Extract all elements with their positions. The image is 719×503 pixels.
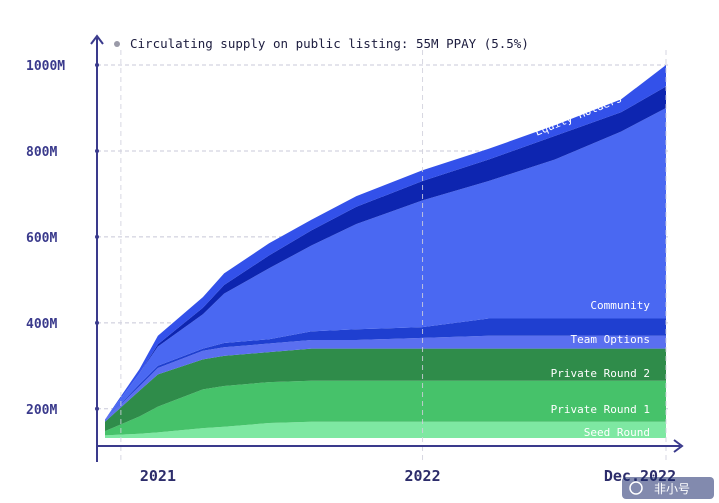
y-tick-mark-800m bbox=[95, 148, 99, 153]
area-layer bbox=[105, 65, 666, 438]
x-tick-label-2021: 2021 bbox=[140, 467, 176, 485]
y-tick-label-400m: 400M bbox=[26, 317, 57, 332]
watermark-badge bbox=[622, 477, 714, 499]
y-tick-mark-1000m bbox=[95, 63, 99, 67]
annotation-bullet-icon bbox=[114, 41, 120, 47]
watermark-text: 非小号 bbox=[654, 482, 690, 496]
area-team-options bbox=[105, 335, 666, 422]
y-tick-mark-600m bbox=[95, 234, 99, 239]
y-tick-label-600m: 600M bbox=[26, 231, 57, 246]
y-tick-label-800m: 800M bbox=[26, 145, 57, 160]
band-label-team-options: Team Options bbox=[571, 333, 650, 346]
y-tick-label-1000m: 1000M bbox=[26, 59, 65, 74]
watermark: 非小号 bbox=[622, 477, 714, 499]
axis-layer bbox=[90, 34, 684, 462]
y-tick-mark-200m bbox=[95, 406, 99, 411]
x-tick-label-2022: 2022 bbox=[404, 467, 440, 485]
band-label-community: Community bbox=[590, 299, 650, 312]
vertical-grid-layer bbox=[120, 50, 667, 462]
area-private-round-1 bbox=[105, 380, 666, 436]
annotation: Circulating supply on public listing: 55… bbox=[114, 36, 529, 51]
area-equity-holders bbox=[105, 86, 666, 420]
watermark-logo-icon bbox=[629, 481, 643, 495]
y-tick-mark-400m bbox=[95, 320, 99, 325]
y-tick-label-200m: 200M bbox=[26, 403, 57, 418]
area-community bbox=[105, 318, 666, 420]
band-label-seed-round: Seed Round bbox=[584, 426, 650, 439]
x-axis-arrow-icon bbox=[673, 439, 684, 453]
y-axis-arrow-icon bbox=[90, 34, 104, 45]
band-label-private-round-2: Private Round 2 bbox=[551, 367, 650, 380]
band-label-private-round-1: Private Round 1 bbox=[551, 403, 650, 416]
area-community-allocation bbox=[105, 108, 666, 420]
annotation-text: Circulating supply on public listing: 55… bbox=[130, 36, 529, 51]
area-private-round-2 bbox=[105, 348, 666, 432]
area-seed-round bbox=[105, 421, 666, 438]
